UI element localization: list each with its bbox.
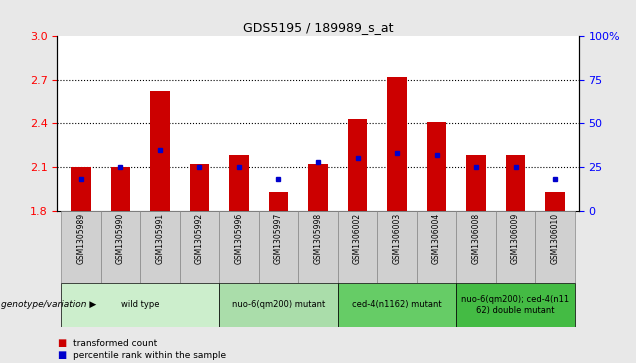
Text: transformed count: transformed count bbox=[73, 339, 157, 347]
Bar bbox=[229, 155, 249, 211]
Text: ■: ■ bbox=[57, 350, 67, 360]
Title: GDS5195 / 189989_s_at: GDS5195 / 189989_s_at bbox=[243, 21, 393, 34]
Text: ■: ■ bbox=[57, 338, 67, 348]
Bar bbox=[150, 91, 170, 211]
FancyBboxPatch shape bbox=[180, 211, 219, 283]
FancyBboxPatch shape bbox=[61, 283, 219, 327]
FancyBboxPatch shape bbox=[219, 283, 338, 327]
FancyBboxPatch shape bbox=[338, 283, 456, 327]
Text: nuo-6(qm200); ced-4(n11
62) double mutant: nuo-6(qm200); ced-4(n11 62) double mutan… bbox=[462, 295, 570, 315]
FancyBboxPatch shape bbox=[140, 211, 180, 283]
Text: GSM1305989: GSM1305989 bbox=[76, 213, 85, 264]
FancyBboxPatch shape bbox=[219, 211, 259, 283]
Text: GSM1305998: GSM1305998 bbox=[314, 213, 322, 264]
FancyBboxPatch shape bbox=[298, 211, 338, 283]
FancyBboxPatch shape bbox=[456, 211, 496, 283]
FancyBboxPatch shape bbox=[100, 211, 140, 283]
FancyBboxPatch shape bbox=[456, 283, 575, 327]
Bar bbox=[506, 155, 525, 211]
FancyBboxPatch shape bbox=[259, 211, 298, 283]
Text: GSM1305991: GSM1305991 bbox=[155, 213, 165, 264]
FancyBboxPatch shape bbox=[417, 211, 456, 283]
Text: GSM1306003: GSM1306003 bbox=[392, 213, 401, 264]
Text: wild type: wild type bbox=[121, 301, 160, 309]
FancyBboxPatch shape bbox=[61, 211, 100, 283]
Text: percentile rank within the sample: percentile rank within the sample bbox=[73, 351, 226, 359]
Bar bbox=[111, 167, 130, 211]
Bar bbox=[71, 167, 91, 211]
Text: GSM1306004: GSM1306004 bbox=[432, 213, 441, 264]
Text: genotype/variation ▶: genotype/variation ▶ bbox=[1, 301, 96, 309]
Bar bbox=[348, 119, 368, 211]
Text: nuo-6(qm200) mutant: nuo-6(qm200) mutant bbox=[232, 301, 325, 309]
Bar bbox=[308, 164, 328, 211]
Bar bbox=[387, 77, 407, 211]
Text: GSM1305990: GSM1305990 bbox=[116, 213, 125, 264]
Text: GSM1305992: GSM1305992 bbox=[195, 213, 204, 264]
Text: GSM1305997: GSM1305997 bbox=[274, 213, 283, 264]
FancyBboxPatch shape bbox=[338, 211, 377, 283]
FancyBboxPatch shape bbox=[377, 211, 417, 283]
Text: GSM1306002: GSM1306002 bbox=[353, 213, 362, 264]
Bar bbox=[427, 122, 446, 211]
FancyBboxPatch shape bbox=[496, 211, 536, 283]
Text: GSM1306010: GSM1306010 bbox=[551, 213, 560, 264]
Text: GSM1305996: GSM1305996 bbox=[235, 213, 244, 264]
Bar bbox=[545, 192, 565, 211]
Text: ced-4(n1162) mutant: ced-4(n1162) mutant bbox=[352, 301, 442, 309]
FancyBboxPatch shape bbox=[536, 211, 575, 283]
Text: GSM1306009: GSM1306009 bbox=[511, 213, 520, 264]
Bar bbox=[268, 192, 288, 211]
Bar bbox=[190, 164, 209, 211]
Bar bbox=[466, 155, 486, 211]
Text: GSM1306008: GSM1306008 bbox=[471, 213, 481, 264]
